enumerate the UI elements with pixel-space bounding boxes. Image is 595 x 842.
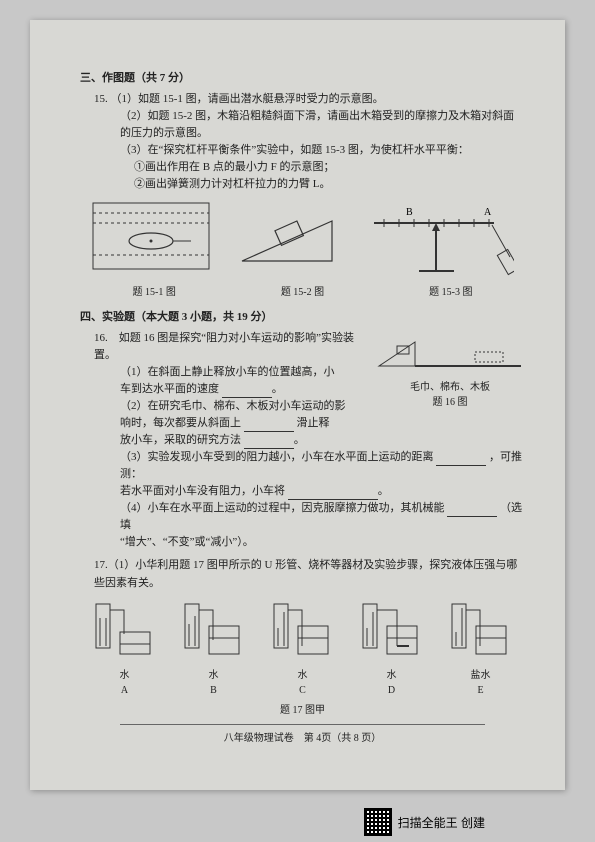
q16-2a: （2）在研究毛巾、棉布、木板对小车运动的影 — [120, 400, 346, 412]
q15-captions: 题 15-1 图 题 15-2 图 题 15-3 图 — [80, 285, 525, 301]
q15-stem: 15. — [94, 93, 108, 105]
lab-A: 水 — [90, 668, 160, 684]
q16-3a: （3）实验发现小车受到的阻力越小，小车在水平面上运动的距离 — [120, 451, 434, 463]
q16-1b: 车到达水平面的速度 — [120, 383, 219, 395]
blank-16-3 — [436, 453, 486, 466]
lab-C: 水 — [268, 668, 338, 684]
cap-C: C — [268, 683, 338, 699]
q16-2d: 放小车，采取的研究方法 — [120, 434, 241, 446]
q15-figures: B A — [80, 201, 525, 281]
q16-2c: 滑止释 — [297, 417, 330, 429]
q17-stem: 17.（1）小华利用题 17 图甲所示的 U 形管、烧杯等器材及实验步骤，探究液… — [94, 559, 517, 588]
q15: 15. （1）如题 15-1 图，请画出潜水艇悬浮时受力的示意图。 （2）如题 … — [94, 91, 525, 193]
scan-watermark: 扫描全能王 创建 — [364, 808, 485, 836]
blank-16-1 — [222, 385, 272, 398]
fig-17-E: 盐水 E — [446, 598, 516, 699]
scan-text: 扫描全能王 创建 — [398, 814, 485, 831]
fig-17-B: 水 B — [179, 598, 249, 699]
page-footer: 八年级物理试卷 第 4页（共 8 页） — [80, 731, 525, 747]
label-A: A — [484, 207, 492, 218]
fig-17-C: 水 C — [268, 598, 338, 699]
section-4-title: 四、实验题（本大题 3 小题，共 19 分） — [80, 309, 525, 326]
q17-figures: 水 A 水 B — [80, 598, 525, 699]
label-B: B — [406, 207, 413, 218]
fig-15-2 — [232, 201, 342, 281]
fig16-label: 毛巾、棉布、木板 — [375, 380, 525, 396]
qr-icon — [364, 808, 392, 836]
q16-4c: “增大”、“不变”或“减小”）。 — [120, 536, 254, 548]
fig-17-D: 水 D — [357, 598, 427, 699]
cap-17: 题 17 图甲 — [80, 703, 525, 719]
cap-16: 题 16 图 — [375, 395, 525, 411]
cap-B: B — [179, 683, 249, 699]
fig-15-1 — [91, 201, 211, 281]
q16-2b: 响时，每次都要从斜面上 — [120, 417, 241, 429]
q15-1: （1）如题 15-1 图，请画出潜水艇悬浮时受力的示意图。 — [111, 93, 384, 105]
blank-16-2b — [244, 436, 294, 449]
q17: 17.（1）小华利用题 17 图甲所示的 U 形管、烧杯等器材及实验步骤，探究液… — [94, 557, 525, 591]
exam-page: 三、作图题（共 7 分） 15. （1）如题 15-1 图，请画出潜水艇悬浮时受… — [30, 20, 565, 790]
cap-15-2: 题 15-2 图 — [281, 285, 324, 301]
fig-16: 毛巾、棉布、木板 题 16 图 — [375, 330, 525, 411]
cap-15-3: 题 15-3 图 — [429, 285, 472, 301]
blank-16-3b — [288, 487, 378, 500]
q15-2: （2）如题 15-2 图，木箱沿粗糙斜面下滑，请画出木箱受到的摩擦力及木箱对斜面… — [120, 108, 525, 142]
q16-1a: （1）在斜面上静止释放小车的位置越高，小 — [120, 366, 335, 378]
q15-3b: ②画出弹簧测力计对杠杆拉力的力臂 L。 — [134, 176, 525, 193]
blank-16-4 — [447, 504, 497, 517]
fig-17-A: 水 A — [90, 598, 160, 699]
q16-3c: 若水平面对小车没有阻力，小车将 — [120, 485, 285, 497]
cap-E: E — [446, 683, 516, 699]
q15-3a: ①画出作用在 B 点的最小力 F 的示意图； — [134, 159, 525, 176]
lab-E: 盐水 — [446, 668, 516, 684]
blank-16-2 — [244, 419, 294, 432]
cap-D: D — [357, 683, 427, 699]
q15-3: （3）在“探究杠杆平衡条件”实验中，如题 15-3 图，为使杠杆水平平衡： — [120, 142, 525, 159]
q16-4a: （4）小车在水平面上运动的过程中，因克服摩擦力做功，其机械能 — [120, 502, 445, 514]
fig-15-3: B A — [364, 201, 514, 281]
cap-A: A — [90, 683, 160, 699]
footer-rule — [120, 724, 485, 725]
section-3-title: 三、作图题（共 7 分） — [80, 70, 525, 87]
cap-15-1: 题 15-1 图 — [132, 285, 175, 301]
q16: 毛巾、棉布、木板 题 16 图 16. 如题 16 图是探究“阻力对小车运动的影… — [94, 330, 525, 552]
content-area: 三、作图题（共 7 分） 15. （1）如题 15-1 图，请画出潜水艇悬浮时受… — [30, 20, 565, 767]
lab-D: 水 — [357, 668, 427, 684]
lab-B: 水 — [179, 668, 249, 684]
